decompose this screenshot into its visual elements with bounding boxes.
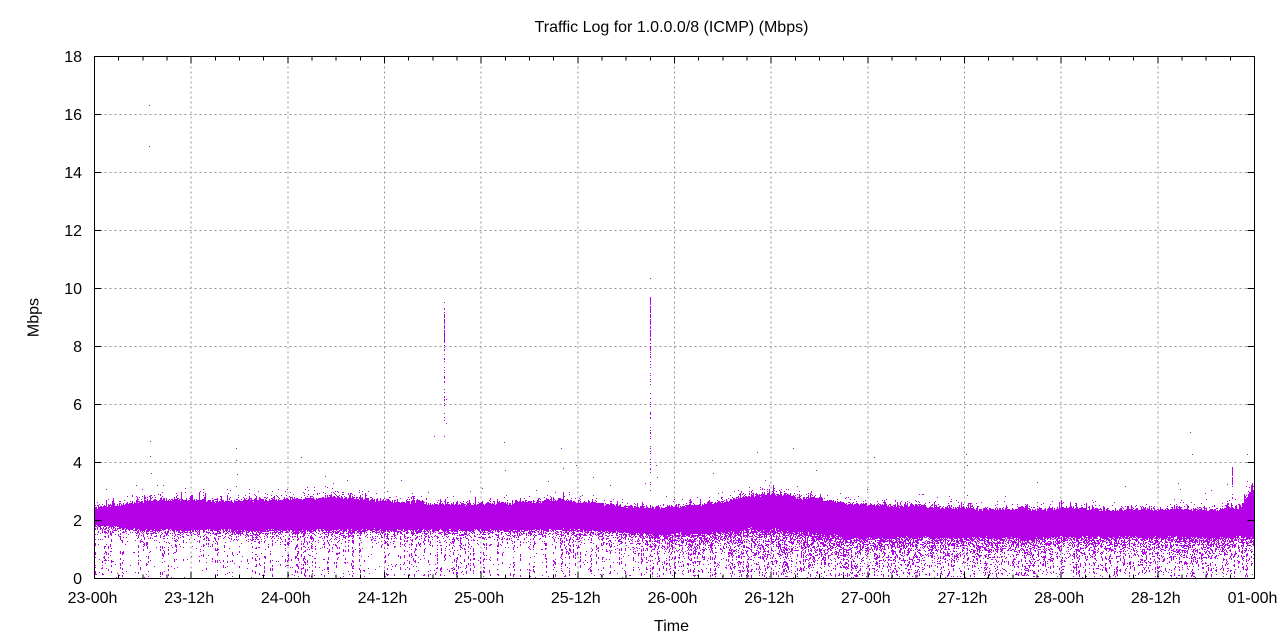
svg-text:28-00h: 28-00h: [1034, 590, 1084, 607]
svg-text:0: 0: [73, 571, 82, 588]
svg-text:01-00h: 01-00h: [1228, 590, 1278, 607]
svg-text:Mbps: Mbps: [26, 298, 43, 337]
svg-text:23-00h: 23-00h: [68, 590, 118, 607]
svg-text:16: 16: [64, 107, 82, 124]
svg-text:26-00h: 26-00h: [648, 590, 698, 607]
svg-text:27-00h: 27-00h: [841, 590, 891, 607]
svg-text:4: 4: [73, 455, 82, 472]
svg-text:14: 14: [64, 165, 82, 182]
svg-text:8: 8: [73, 339, 82, 356]
svg-text:Traffic Log for 1.0.0.0/8 (ICM: Traffic Log for 1.0.0.0/8 (ICMP) (Mbps): [535, 19, 809, 36]
svg-text:23-12h: 23-12h: [164, 590, 214, 607]
svg-text:18: 18: [64, 49, 82, 66]
svg-text:25-00h: 25-00h: [454, 590, 504, 607]
svg-text:24-12h: 24-12h: [358, 590, 408, 607]
svg-text:24-00h: 24-00h: [261, 590, 311, 607]
svg-text:28-12h: 28-12h: [1131, 590, 1181, 607]
svg-text:25-12h: 25-12h: [551, 590, 601, 607]
svg-text:12: 12: [64, 223, 82, 240]
svg-text:10: 10: [64, 281, 82, 298]
svg-text:26-12h: 26-12h: [744, 590, 794, 607]
svg-text:2: 2: [73, 513, 82, 530]
svg-text:Time: Time: [654, 618, 689, 635]
svg-text:27-12h: 27-12h: [938, 590, 988, 607]
svg-text:6: 6: [73, 397, 82, 414]
